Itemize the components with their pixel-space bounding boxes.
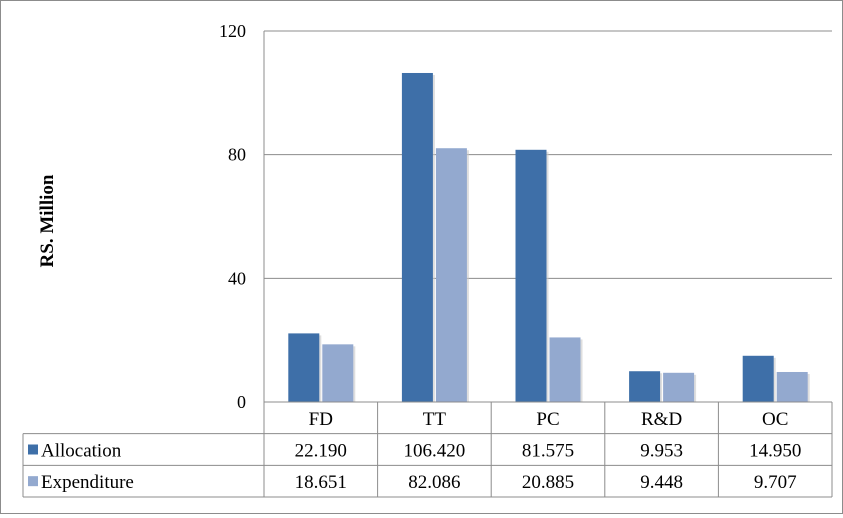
table-cell-value: 22.190 <box>295 441 347 462</box>
bar-expenditure-oc <box>776 371 808 402</box>
bars <box>288 72 810 402</box>
y-axis-ticks: 0 40 80 120 <box>219 21 246 412</box>
legend-swatch-expenditure <box>28 476 38 487</box>
y-axis-label: RS. Million <box>37 174 58 267</box>
bar-allocation-rd <box>629 371 661 402</box>
y-tick-label: 0 <box>237 392 246 412</box>
legend-label-allocation: Allocation <box>41 441 122 462</box>
x-tick-label: FD <box>309 409 333 430</box>
bar-allocation-oc <box>742 355 774 402</box>
table-cell-value: 81.575 <box>522 441 574 462</box>
table-cell-value: 106.420 <box>404 441 466 462</box>
data-table: FD TT PC R&D OC Allocation 22.190 106.420 81.575… <box>22 401 833 498</box>
bar-expenditure-fd <box>322 344 354 402</box>
bar-expenditure-pc <box>549 337 581 402</box>
table-cell-value: 9.707 <box>754 472 797 493</box>
table-cell-value: 18.651 <box>295 472 347 493</box>
legend-label-expenditure: Expenditure <box>41 472 134 493</box>
table-cell-value: 14.950 <box>749 441 801 462</box>
bar-allocation-fd <box>288 333 320 402</box>
x-tick-label: R&D <box>641 409 682 430</box>
bar-allocation-pc <box>515 149 547 402</box>
table-cell-value: 20.885 <box>522 472 574 493</box>
bar-expenditure-rd <box>663 372 695 402</box>
table-cell-value: 9.953 <box>640 441 683 462</box>
bar-expenditure-tt <box>435 148 467 402</box>
x-tick-label: OC <box>762 409 788 430</box>
y-tick-label: 120 <box>219 21 246 41</box>
x-tick-label: TT <box>423 409 447 430</box>
table-cell-value: 82.086 <box>408 472 460 493</box>
x-tick-label: PC <box>536 409 559 430</box>
y-tick-label: 80 <box>228 145 246 165</box>
legend-swatch-allocation <box>28 444 38 455</box>
table-cell-value: 9.448 <box>640 472 683 493</box>
y-tick-label: 40 <box>228 268 246 288</box>
bar-allocation-tt <box>401 72 433 402</box>
